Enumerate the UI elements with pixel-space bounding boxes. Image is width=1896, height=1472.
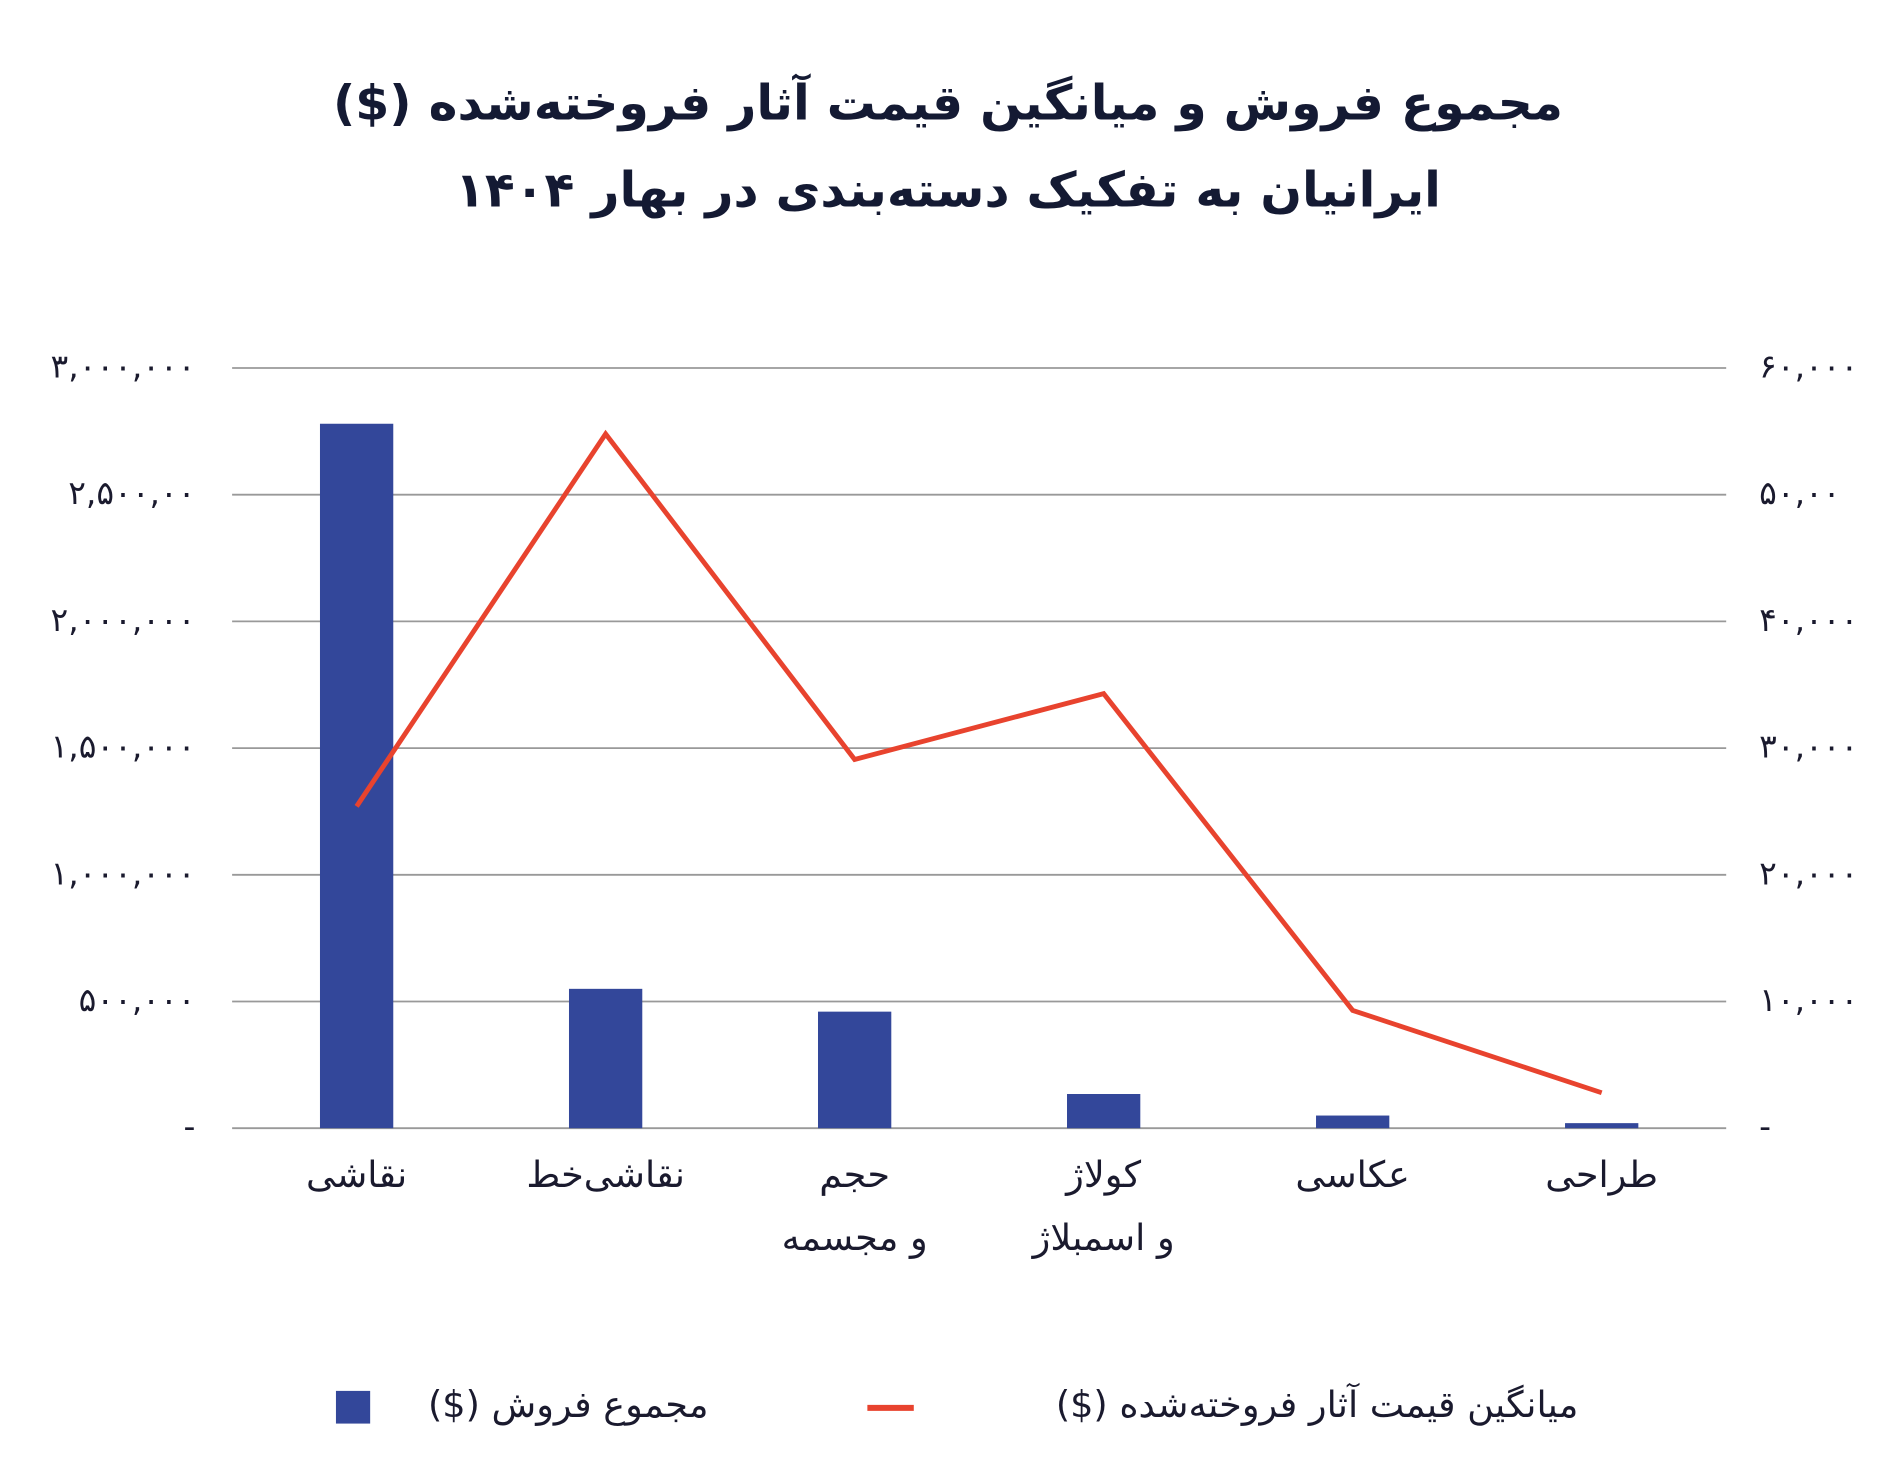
x-tick-label: و اسمبلاژ bbox=[1031, 1216, 1175, 1259]
x-tick-label: کولاژ bbox=[1064, 1153, 1142, 1196]
bar bbox=[817, 1011, 892, 1129]
bar bbox=[1565, 1123, 1639, 1129]
chart-title: مجموع فروش و میانگین قیمت آثار فروخته‌شد… bbox=[333, 73, 1563, 132]
x-tick-label: طراحی bbox=[1545, 1153, 1658, 1196]
legend-label: مجموع فروش ($) bbox=[428, 1383, 709, 1426]
bar bbox=[1067, 1094, 1141, 1129]
y-tick-label: ۵۰۰,۰۰۰ bbox=[79, 981, 196, 1019]
y2-tick-label: ۲۰,۰۰۰ bbox=[1759, 854, 1858, 892]
y2-tick-label: ۱۰,۰۰۰ bbox=[1759, 981, 1858, 1019]
y2-tick-label: - bbox=[1759, 1108, 1771, 1146]
x-tick-label: عکاسی bbox=[1295, 1153, 1409, 1196]
bar bbox=[1316, 1115, 1390, 1129]
legend-label: میانگین قیمت آثار فروخته‌شده ($) bbox=[1056, 1382, 1579, 1426]
x-tick-label: و مجسمه bbox=[782, 1216, 928, 1259]
x-tick-label: نقاشی‌خط bbox=[526, 1153, 685, 1196]
y-tick-label: ۳,۰۰۰,۰۰۰ bbox=[51, 348, 196, 386]
y-tick-label: ۱,۵۰۰,۰۰۰ bbox=[51, 728, 196, 766]
x-tick-label: حجم bbox=[819, 1153, 890, 1196]
line bbox=[354, 429, 1603, 1096]
bar bbox=[319, 423, 394, 1129]
y2-tick-label: ۴۰,۰۰۰ bbox=[1759, 601, 1858, 639]
legend-swatch bbox=[335, 1390, 371, 1424]
y2-tick-label: ۶۰,۰۰۰ bbox=[1759, 348, 1858, 386]
y-tick-label: ۱,۰۰۰,۰۰۰ bbox=[51, 854, 196, 892]
y-tick-label: ۲,۰۰۰,۰۰۰ bbox=[51, 601, 196, 639]
chart-title: ایرانیان به تفکیک دسته‌بندی در بهار ۱۴۰۴ bbox=[455, 163, 1441, 219]
y2-tick-label: ۵۰,۰۰ bbox=[1759, 474, 1840, 512]
bar bbox=[568, 988, 643, 1129]
x-tick-label: نقاشی bbox=[306, 1153, 407, 1196]
y-tick-label: - bbox=[184, 1108, 196, 1146]
y2-tick-label: ۳۰,۰۰۰ bbox=[1759, 728, 1858, 766]
y-tick-label: ۲,۵۰۰,۰۰ bbox=[68, 474, 195, 512]
